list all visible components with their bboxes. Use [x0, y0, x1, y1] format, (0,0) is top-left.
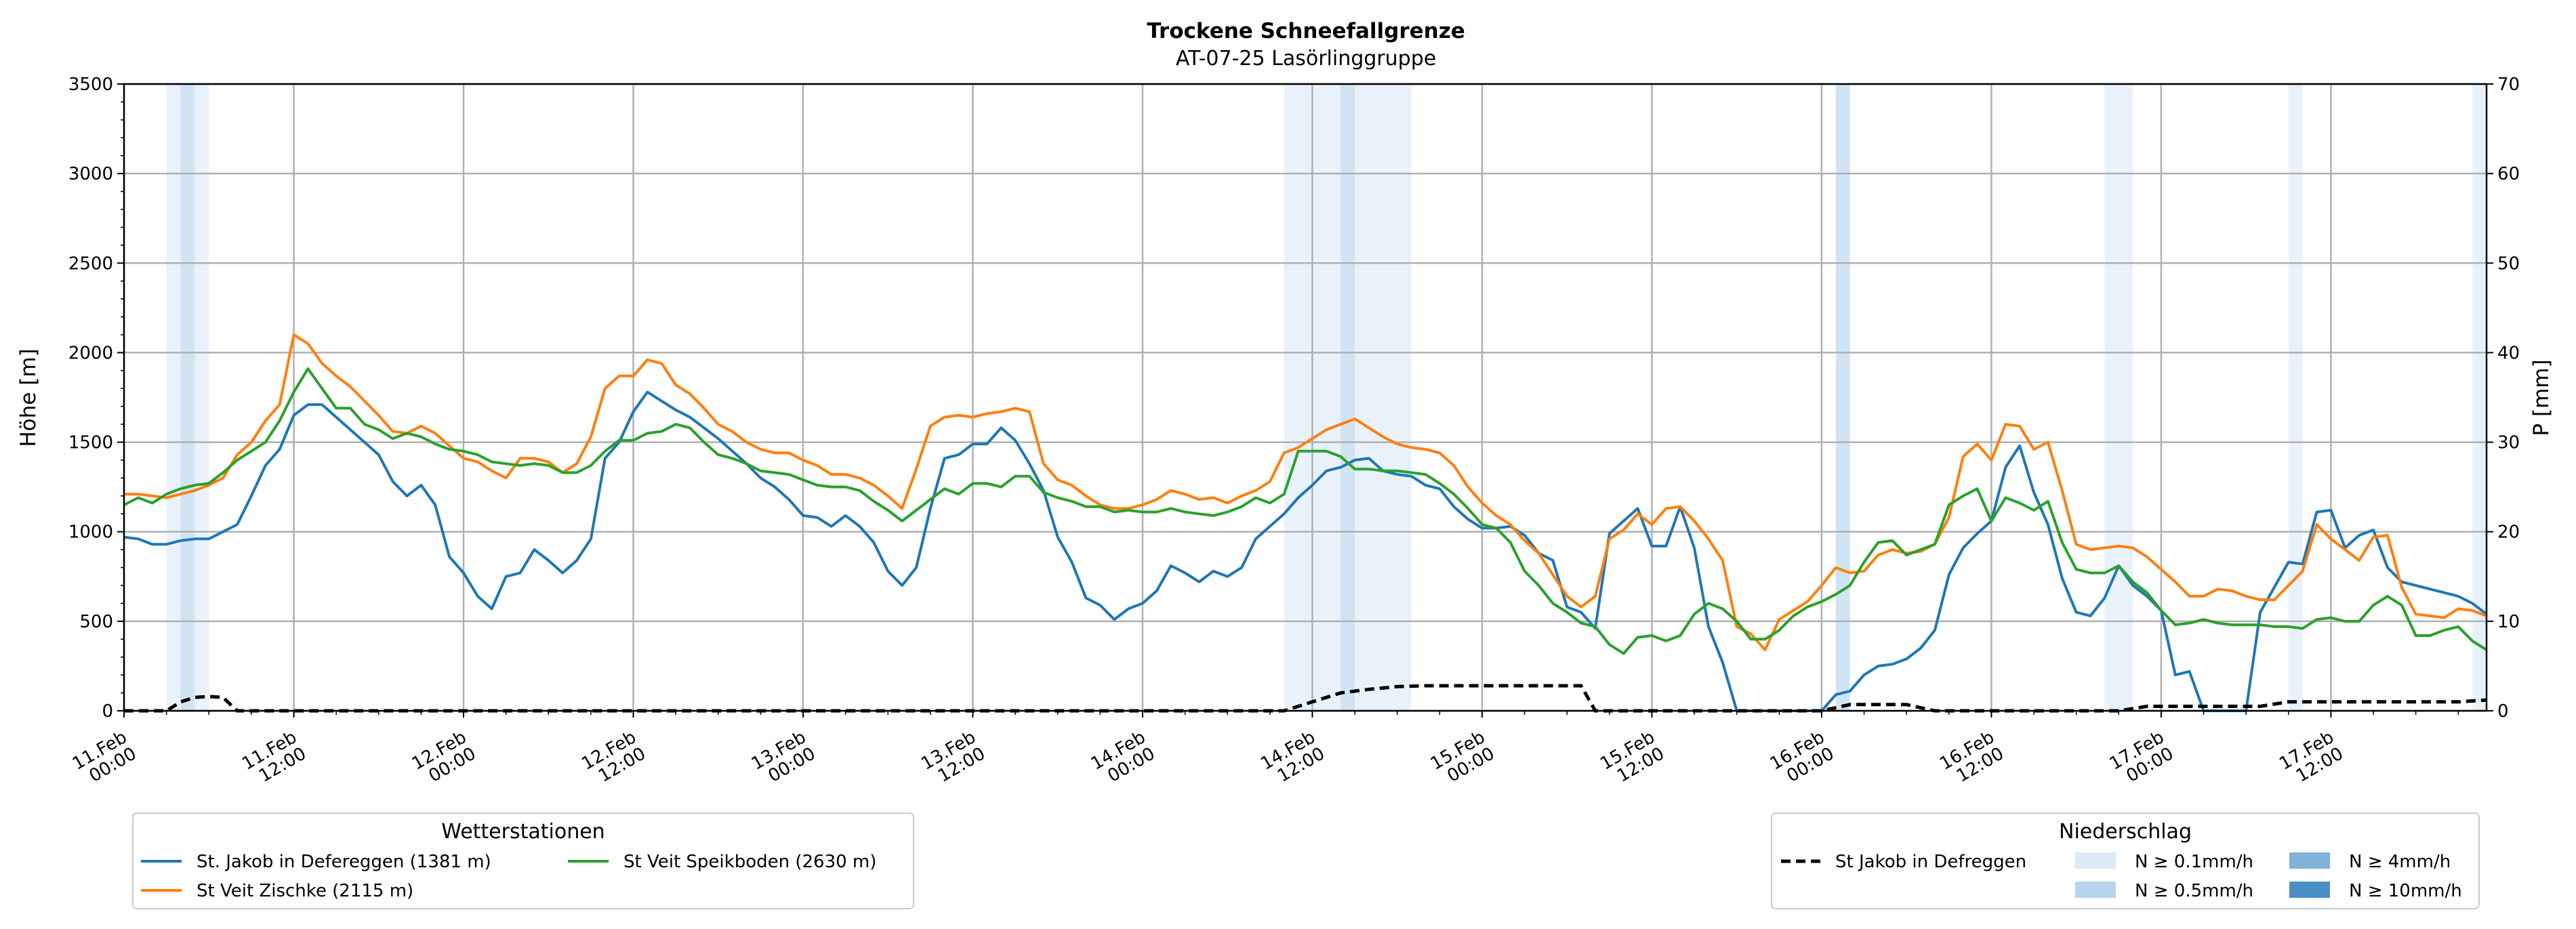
y-tick-label-5: 2500: [68, 253, 113, 274]
precip-shading: [166, 84, 2487, 711]
legend-precip-title: Niederschlag: [2059, 820, 2192, 844]
precip-line: [124, 684, 2487, 713]
y-axis-label: Höhe [m]: [16, 348, 41, 447]
y2-axis-label: P [mm]: [2529, 359, 2554, 436]
precip-band-1: [180, 84, 195, 711]
y2-tick-label-0: 0: [2497, 701, 2509, 722]
y-tick-label-1: 500: [79, 612, 113, 632]
legend-label-n10: N ≥ 10mm/h: [2349, 881, 2462, 901]
y-tick-label-7: 3500: [68, 75, 113, 95]
legend-label-st-jakob: St. Jakob in Defereggen (1381 m): [197, 852, 491, 872]
legend-label-n4: N ≥ 4mm/h: [2349, 852, 2451, 872]
precip-band-6: [2288, 84, 2303, 711]
legend-stations: Wetterstationen St. Jakob in Defereggen …: [132, 812, 914, 909]
y-tick-label-4: 2000: [68, 343, 113, 363]
y2-tick-label-1: 10: [2497, 612, 2520, 632]
legend-swatch-n05: [2075, 882, 2116, 898]
legend-label-speikboden: St Veit Speikboden (2630 m): [623, 852, 876, 872]
legend-stations-frame: [132, 812, 914, 909]
precip-band-4: [1835, 84, 1850, 711]
precip-band-3: [1341, 84, 1355, 711]
y2-tick-label-4: 40: [2497, 343, 2520, 363]
legend-label-n01: N ≥ 0.1mm/h: [2135, 852, 2253, 872]
legend-precip: Niederschlag St Jakob in Defreggen N ≥ 0…: [1771, 812, 2480, 909]
y2-tick-label-7: 70: [2497, 75, 2520, 95]
legend-swatch-n4: [2289, 852, 2330, 869]
y2-tick-label-6: 60: [2497, 164, 2520, 184]
precip-band-5: [2104, 84, 2133, 711]
series-line-1: [124, 333, 2487, 652]
series-lines: [123, 333, 2488, 713]
y2-tick-label-2: 20: [2497, 522, 2520, 543]
legend-label-zischke: St Veit Zischke (2115 m): [197, 881, 413, 901]
series-line-2: [123, 367, 2488, 655]
legend-label-n05: N ≥ 0.5mm/h: [2135, 881, 2253, 901]
y-tick-label-2: 1000: [68, 522, 113, 543]
legend-swatch-n10: [2289, 882, 2330, 898]
chart-subtitle: AT-07-25 Lasörlinggruppe: [1176, 47, 1436, 70]
y2-tick-label-3: 30: [2497, 433, 2520, 453]
legend-label-precip-line: St Jakob in Defreggen: [1835, 852, 2026, 872]
y-tick-label-6: 3000: [68, 164, 113, 184]
legend-swatch-n01: [2075, 852, 2116, 869]
series-line-0: [123, 390, 2488, 712]
y2-tick-label-5: 50: [2497, 253, 2520, 274]
y-tick-label-0: 0: [102, 701, 113, 722]
x-tick-label-0: 11.Feb00:00: [69, 727, 140, 791]
y-tick-label-3: 1500: [68, 433, 113, 453]
plot-frame: [123, 83, 2488, 712]
legend-stations-title: Wetterstationen: [441, 820, 605, 844]
chart-title: Trockene Schneefallgrenze: [1147, 19, 1465, 43]
precip-band-7: [2472, 84, 2487, 711]
